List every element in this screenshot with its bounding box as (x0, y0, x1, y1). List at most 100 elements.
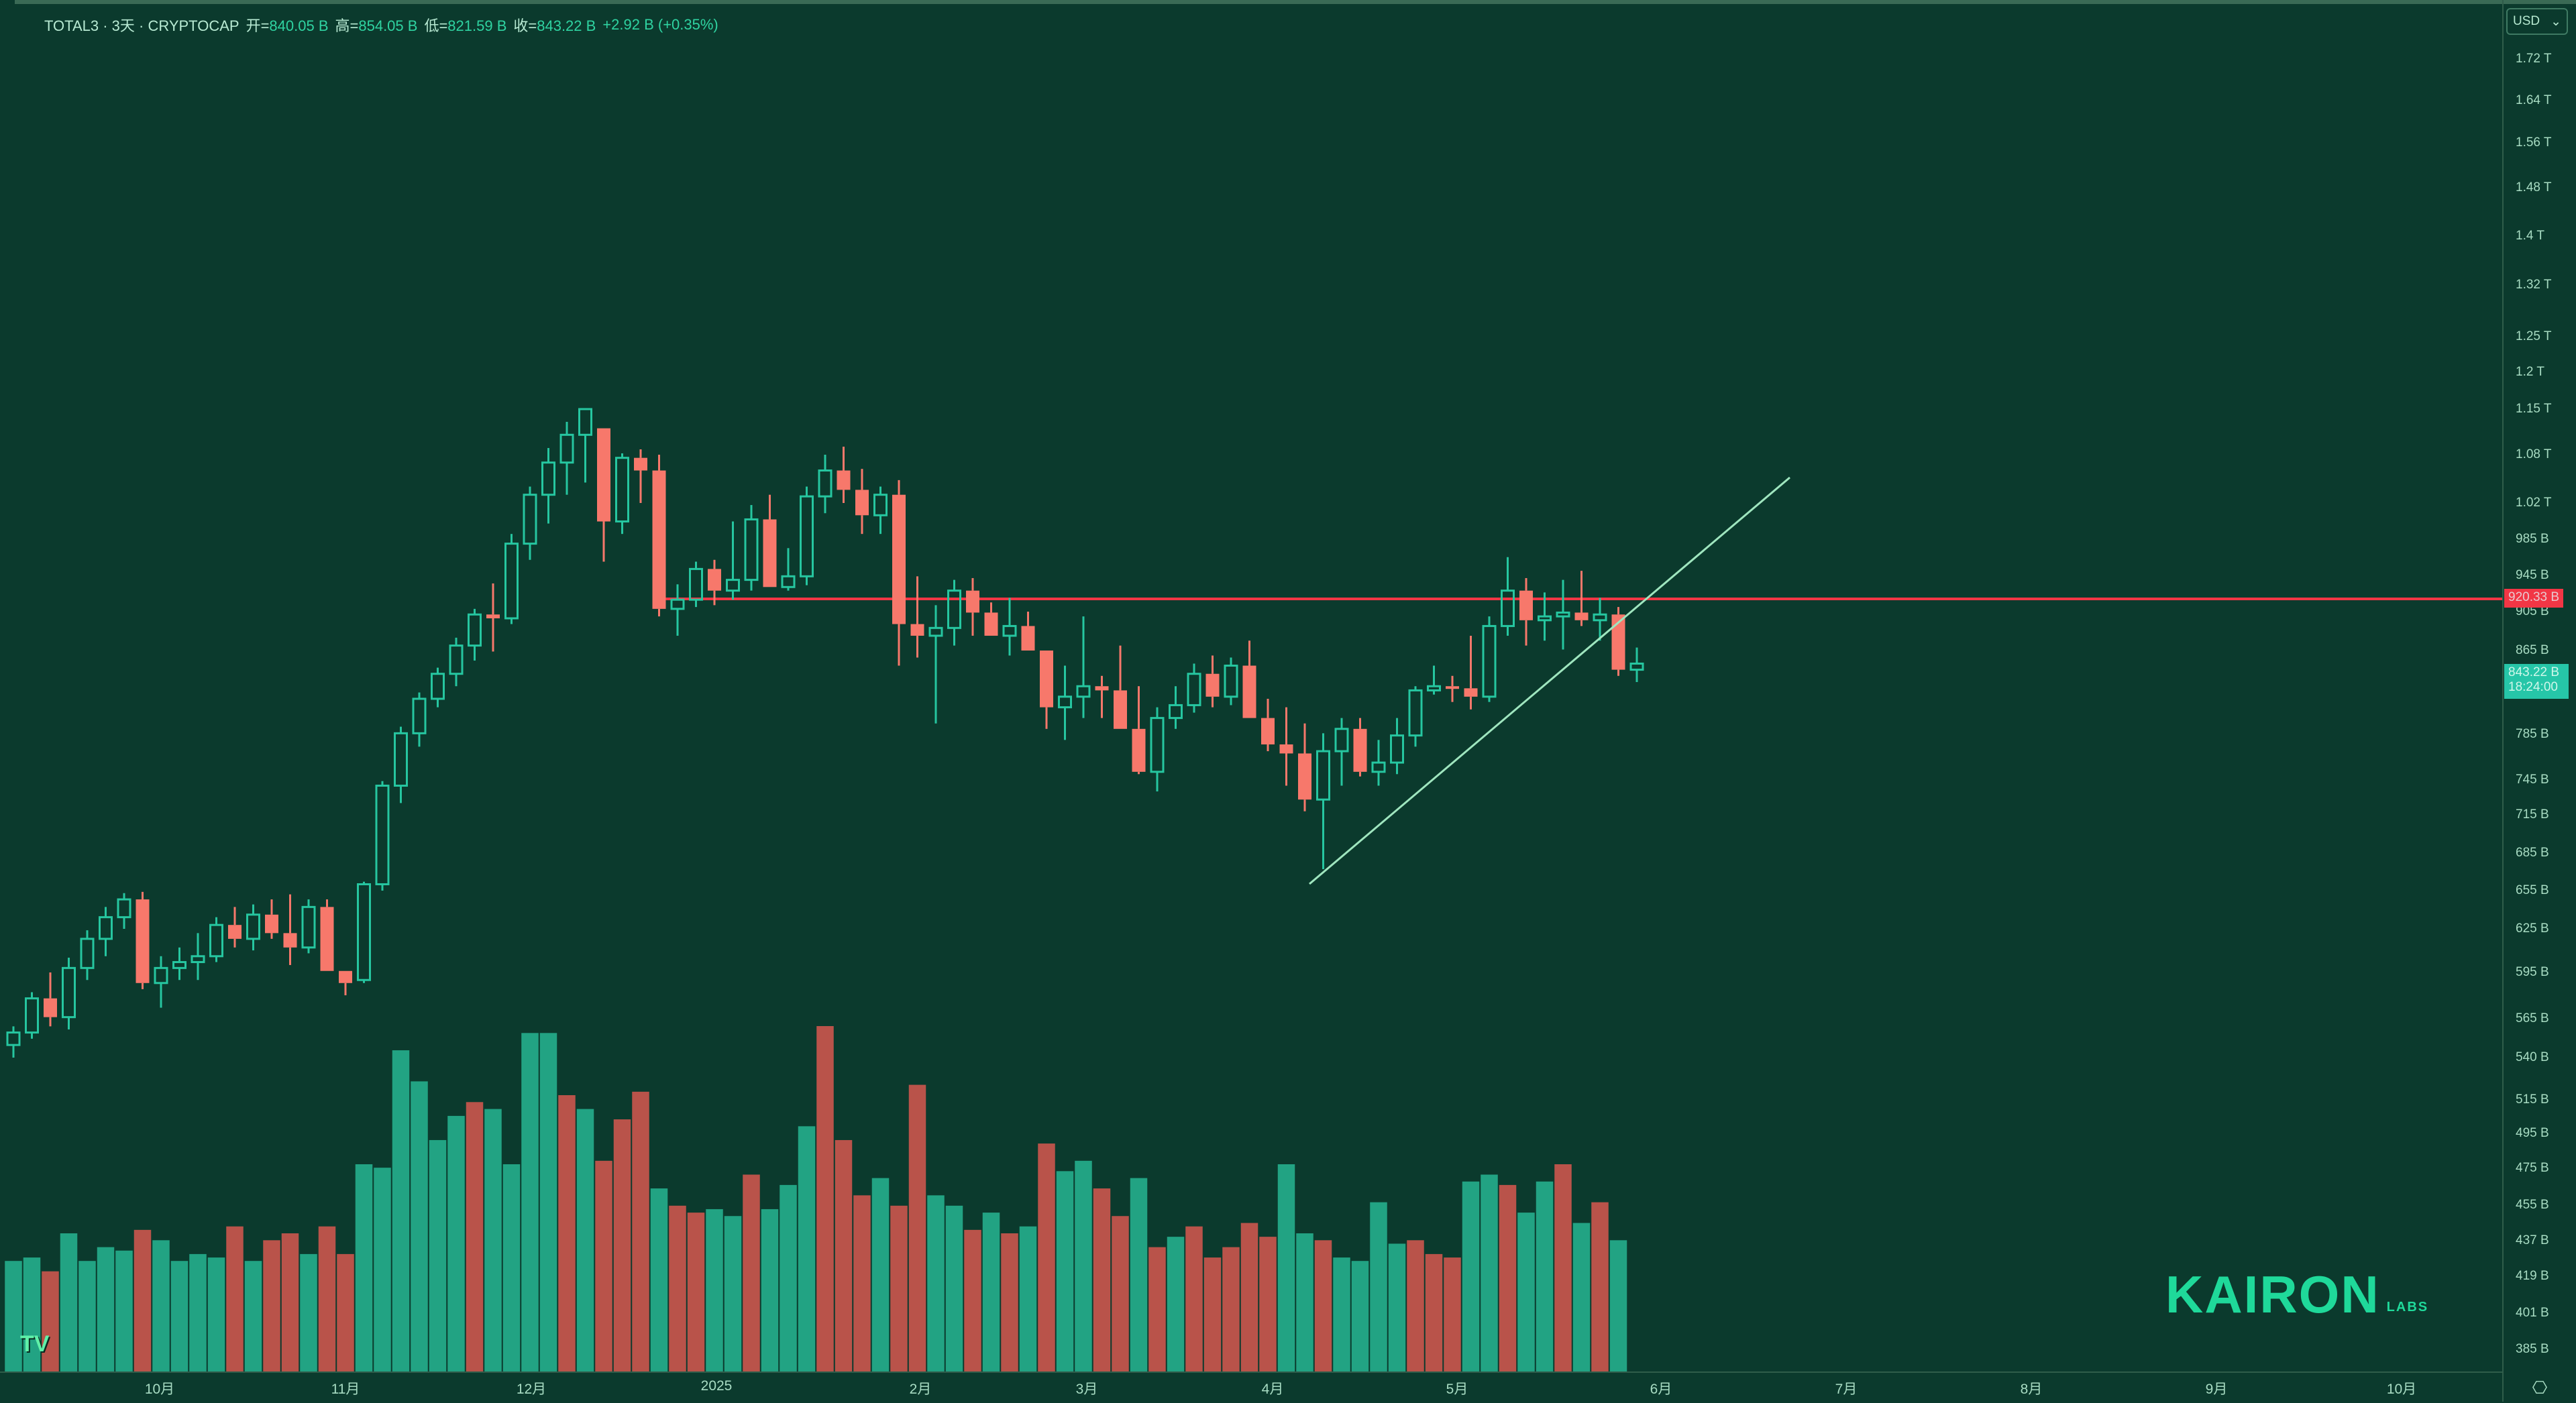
volume-bar (1333, 1257, 1350, 1371)
candle (670, 584, 685, 636)
candle (1390, 718, 1404, 775)
candle (1058, 665, 1072, 740)
price-tick-label: 685 B (2516, 846, 2549, 860)
time-tick-label: 4月 (1261, 1382, 1284, 1397)
candle (1076, 616, 1091, 718)
volume-bar (1499, 1184, 1517, 1371)
price-tick-label: 455 B (2516, 1198, 2549, 1212)
volume-bar (539, 1033, 557, 1371)
candle (283, 894, 297, 965)
volume-bar (1167, 1237, 1185, 1371)
time-tick-label: 10月 (144, 1382, 175, 1397)
time-axis[interactable]: 10月 11月 12月 2025 2月 3月 4月 5月 6月 7月 8月 9月 10月 (0, 1371, 2502, 1403)
price-tick-label: 495 B (2516, 1126, 2549, 1140)
volume-bar (42, 1271, 59, 1371)
volume-bar (1591, 1202, 1609, 1371)
volume-bar (244, 1261, 262, 1371)
candle (339, 970, 352, 996)
volume-bar (871, 1178, 890, 1371)
price-tick-label: 1.4 T (2516, 229, 2544, 243)
currency-value: USD (2513, 14, 2540, 28)
candle (541, 448, 555, 524)
candle (1224, 657, 1238, 706)
candle (1169, 686, 1183, 729)
price-tick-label: 985 B (2516, 532, 2549, 546)
price-tick-label: 655 B (2516, 883, 2549, 897)
volume-bar (152, 1240, 170, 1371)
time-tick-label: 2月 (909, 1382, 932, 1397)
candle (1482, 616, 1497, 702)
candle (910, 576, 924, 658)
candle (1150, 707, 1165, 792)
time-tick-label: 9月 (2205, 1382, 2228, 1397)
volume-bar (1093, 1188, 1111, 1371)
price-axis[interactable]: 1.72 T 1.64 T 1.56 T 1.48 T 1.4 T 1.32 T 1.25 … (2502, 0, 2576, 1402)
volume-bar (226, 1226, 244, 1371)
price-tick-label: 437 B (2516, 1233, 2549, 1247)
time-tick-label: 11月 (331, 1382, 360, 1397)
price-tick-label: 1.08 T (2516, 447, 2552, 461)
candle (412, 692, 427, 747)
price-tick-label: 1.32 T (2516, 278, 2552, 292)
candle (320, 899, 334, 971)
candle (1316, 733, 1330, 869)
candle (6, 1026, 21, 1058)
volume-bar (1370, 1202, 1387, 1371)
volume-bar (1148, 1247, 1166, 1371)
candle (62, 957, 76, 1029)
current-price-tag: 843.22 B 18:24:00 (2504, 664, 2569, 699)
volume-bar (853, 1195, 871, 1371)
price-tick-label: 540 B (2516, 1050, 2549, 1064)
currency-select[interactable]: USD ⌄ (2506, 8, 2568, 35)
candlestick-chart[interactable] (0, 0, 2502, 1371)
candle (172, 947, 186, 980)
volume-bar (337, 1253, 354, 1371)
price-tick-label: 565 B (2516, 1011, 2549, 1025)
candle (246, 904, 260, 951)
price-tick-label: 625 B (2516, 921, 2549, 936)
candle (1574, 571, 1589, 626)
resistance-price: 920.33 B (2508, 590, 2560, 604)
candle (99, 907, 113, 956)
settings-icon[interactable]: ⎔ (2532, 1377, 2548, 1398)
candle (301, 899, 316, 954)
candle (468, 608, 482, 661)
candle (228, 907, 241, 948)
volume-bar (429, 1139, 447, 1371)
resistance-price-tag: 920.33 B (2504, 589, 2563, 608)
price-tick-label: 1.48 T (2516, 180, 2552, 194)
volume-bar (1572, 1223, 1591, 1371)
volume-bar (23, 1257, 41, 1371)
volume-bar (1314, 1240, 1332, 1371)
tradingview-logo-icon[interactable]: TV (20, 1331, 50, 1357)
price-tick-label: 515 B (2516, 1092, 2549, 1107)
price-tick-label: 1.56 T (2516, 135, 2552, 150)
volume-bar (300, 1253, 317, 1371)
volume-bar (724, 1216, 742, 1371)
volume-bar (189, 1253, 207, 1371)
volume-bar (263, 1240, 280, 1371)
trendline[interactable] (1309, 476, 1790, 885)
symbol-title[interactable]: TOTAL3 · 3天 · CRYPTOCAP (44, 17, 239, 34)
candle (136, 891, 150, 989)
candle (855, 469, 869, 535)
volume-bar (5, 1261, 22, 1371)
volume-bar (1444, 1257, 1461, 1371)
candle (947, 579, 961, 646)
candle (873, 486, 888, 535)
price-tick-label: 401 B (2516, 1306, 2549, 1320)
candle (265, 899, 278, 939)
low-value: 821.59 B (447, 17, 507, 34)
volume-bar (1462, 1181, 1480, 1371)
open-value: 840.05 B (269, 17, 329, 34)
volume-bar (1609, 1240, 1627, 1371)
candle (1002, 598, 1017, 656)
candle (708, 559, 721, 606)
candle (1408, 686, 1423, 747)
candle (837, 447, 851, 503)
candle (1353, 718, 1367, 777)
volume-bar (78, 1261, 96, 1371)
kairon-labs-logo: KAIRON LABS (2165, 1268, 2428, 1321)
candle (1021, 612, 1035, 651)
candle (818, 455, 833, 514)
